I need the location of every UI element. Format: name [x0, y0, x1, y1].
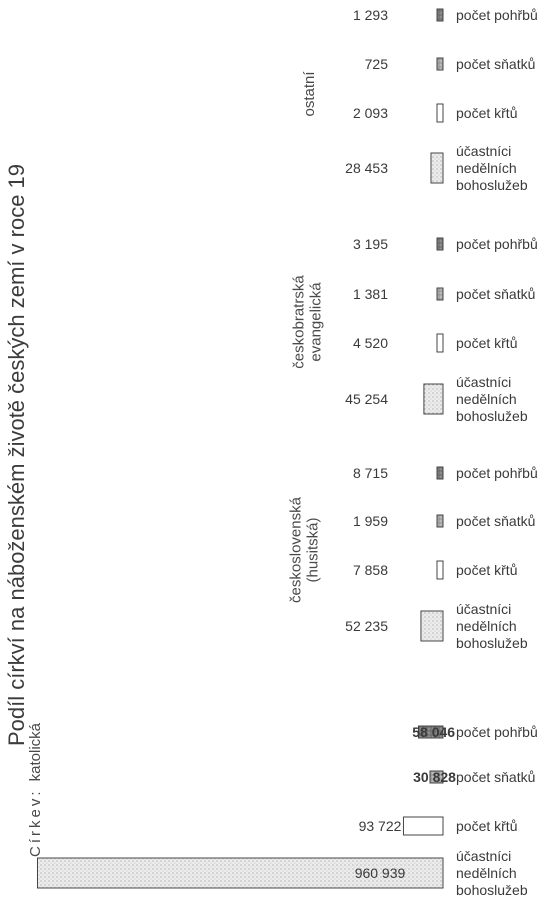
value-label-ceskobratrska-evangelicka-pocet-snatku: 1 381 — [353, 286, 388, 302]
value-label-ostatni-pocet-krtu: 2 093 — [353, 105, 388, 121]
value-label-ostatni-ucastnici-nedelnich-bohosluzeb: 28 453 — [345, 160, 388, 176]
bar-ceskoslovenska-husitska-pocet-krtu — [436, 560, 444, 580]
bar-ceskobratrska-evangelicka-pocet-pohrbu — [436, 237, 444, 251]
category-label-ucastnici-nedelnich-bohosluzeb: účastníci — [456, 601, 511, 617]
category-label-ucastnici-nedelnich-bohosluzeb: nedělních — [456, 865, 517, 881]
church-label-katolicka: Církev: katolická — [27, 722, 44, 857]
value-label-katolicka-pocet-pohrbu: 58 046 — [412, 724, 455, 740]
church-name-line: (husitská) — [305, 517, 322, 582]
category-label-ucastnici-nedelnich-bohosluzeb: bohoslužeb — [456, 408, 528, 424]
value-label-ostatni-pocet-snatku: 725 — [365, 56, 389, 72]
category-label-ucastnici-nedelnich-bohosluzeb: bohoslužeb — [456, 882, 528, 898]
bar-katolicka-pocet-krtu — [402, 816, 444, 836]
bar-ostatni-pocet-pohrbu — [436, 8, 444, 22]
bar-ostatni-pocet-snatku — [436, 57, 444, 71]
category-label-ucastnici-nedelnich-bohosluzeb: účastníci — [456, 848, 511, 864]
church-prefix: Církev: — [27, 781, 44, 857]
category-label-ucastnici-nedelnich-bohosluzeb: účastníci — [456, 374, 511, 390]
church-label-text: Církev: katolická — [27, 722, 44, 857]
church-name-line: československá — [288, 496, 305, 603]
bar-katolicka-pocet-snatku — [429, 770, 444, 784]
bar-katolicka-ucastnici-nedelnich-bohosluzeb — [36, 857, 444, 889]
value-label-ceskoslovenska-husitska-pocet-pohrbu: 8 715 — [353, 465, 388, 481]
value-label-ostatni-pocet-pohrbu: 1 293 — [353, 7, 388, 23]
category-label-pocet-snatku: počet sňatků — [456, 769, 535, 785]
value-label-katolicka-pocet-krtu: 93 722 — [359, 818, 402, 834]
category-label-pocet-krtu: počet křtů — [456, 335, 517, 351]
value-label-ceskobratrska-evangelicka-pocet-pohrbu: 3 195 — [353, 236, 388, 252]
category-label-ucastnici-nedelnich-bohosluzeb: nedělních — [456, 618, 517, 634]
category-label-ucastnici-nedelnich-bohosluzeb: nedělních — [456, 391, 517, 407]
church-name: katolická — [27, 722, 44, 781]
value-label-ceskobratrska-evangelicka-ucastnici-nedelnich-bohosluzeb: 45 254 — [345, 391, 388, 407]
category-label-ucastnici-nedelnich-bohosluzeb: bohoslužeb — [456, 635, 528, 651]
value-label-ceskoslovenska-husitska-pocet-krtu: 7 858 — [353, 562, 388, 578]
category-label-ucastnici-nedelnich-bohosluzeb: účastníci — [456, 143, 511, 159]
category-label-pocet-krtu: počet křtů — [456, 105, 517, 121]
bar-ceskobratrska-evangelicka-ucastnici-nedelnich-bohosluzeb — [423, 383, 444, 415]
value-label-katolicka-pocet-snatku: 30 828 — [413, 769, 456, 785]
church-label-ceskobratrska-evangelicka: českobratrská evangelická — [291, 275, 325, 369]
bar-ceskoslovenska-husitska-pocet-snatku — [436, 514, 444, 528]
category-label-pocet-pohrbu: počet pohřbů — [456, 236, 538, 252]
bar-ceskobratrska-evangelicka-pocet-snatku — [436, 287, 444, 301]
bar-katolicka-pocet-pohrbu — [418, 725, 444, 739]
value-label-katolicka-ucastnici-nedelnich-bohosluzeb: 960 939 — [355, 865, 406, 881]
category-label-pocet-snatku: počet sňatků — [456, 513, 535, 529]
church-labels: Církev: katolická československá (husitská… — [27, 71, 325, 857]
bar-ceskoslovenska-husitska-pocet-pohrbu — [436, 466, 444, 480]
bar-ostatni-pocet-krtu — [436, 103, 444, 123]
church-name-line: ostatní — [301, 71, 318, 117]
category-label-pocet-pohrbu: počet pohřbů — [456, 7, 538, 23]
bar-ceskobratrska-evangelicka-pocet-krtu — [436, 333, 444, 353]
bar-ceskoslovenska-husitska-ucastnici-nedelnich-bohosluzeb — [420, 610, 444, 642]
church-name-line: evangelická — [308, 282, 325, 362]
category-label-pocet-snatku: počet sňatků — [456, 286, 535, 302]
category-label-ucastnici-nedelnich-bohosluzeb: bohoslužeb — [456, 177, 528, 193]
category-label-ucastnici-nedelnich-bohosluzeb: nedělních — [456, 160, 517, 176]
bar-ostatni-ucastnici-nedelnich-bohosluzeb — [430, 152, 444, 184]
category-label-pocet-krtu: počet křtů — [456, 562, 517, 578]
category-label-pocet-pohrbu: počet pohřbů — [456, 465, 538, 481]
church-label-ostatni: ostatní — [301, 71, 318, 117]
category-label-pocet-krtu: počet křtů — [456, 818, 517, 834]
category-label-pocet-snatku: počet sňatků — [456, 56, 535, 72]
value-label-ceskobratrska-evangelicka-pocet-krtu: 4 520 — [353, 335, 388, 351]
church-label-ceskoslovenska-husitska: československá (husitská) — [288, 496, 322, 603]
category-label-pocet-pohrbu: počet pohřbů — [456, 724, 538, 740]
value-label-ceskoslovenska-husitska-ucastnici-nedelnich-bohosluzeb: 52 235 — [345, 618, 388, 634]
value-label-ceskoslovenska-husitska-pocet-snatku: 1 959 — [353, 513, 388, 529]
chart-title: Podíl církví na náboženském životě český… — [4, 164, 29, 746]
church-name-line: českobratrská — [291, 275, 308, 369]
